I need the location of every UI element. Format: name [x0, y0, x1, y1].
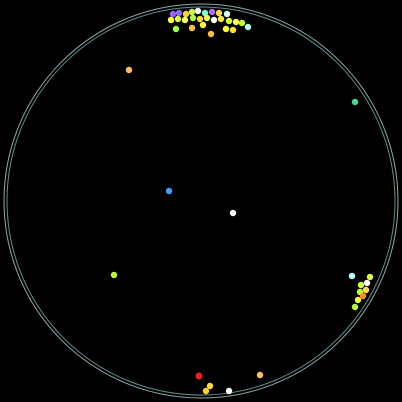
- cell: [202, 387, 210, 395]
- cell: [188, 24, 196, 32]
- cell: [256, 371, 264, 379]
- top-cluster: [167, 7, 252, 38]
- cell: [165, 187, 173, 195]
- cell: [125, 66, 133, 74]
- cell: [182, 10, 190, 18]
- cell: [244, 23, 252, 31]
- cell: [169, 10, 177, 18]
- player-cell: [229, 209, 237, 217]
- cell: [206, 382, 214, 390]
- cell: [229, 26, 237, 34]
- arena-inner-ring: [6, 6, 396, 396]
- cell: [167, 16, 175, 24]
- cell: [196, 15, 204, 23]
- cell: [359, 292, 367, 300]
- cell: [351, 303, 359, 311]
- cell: [354, 296, 362, 304]
- cell: [225, 17, 233, 25]
- cell: [348, 272, 356, 280]
- cell: [215, 9, 223, 17]
- cell: [110, 271, 118, 279]
- cell: [195, 372, 203, 380]
- cell: [175, 9, 183, 17]
- cell: [199, 21, 207, 29]
- cell: [172, 25, 180, 33]
- cell: [189, 14, 197, 22]
- cell: [351, 98, 359, 106]
- cell: [201, 9, 209, 17]
- cell: [223, 10, 231, 18]
- arena-outer-ring: [3, 3, 399, 399]
- right-cluster: [348, 272, 374, 311]
- cell: [174, 15, 182, 23]
- cell: [207, 30, 215, 38]
- cell: [188, 8, 196, 16]
- cell: [363, 279, 371, 287]
- cell: [238, 19, 246, 27]
- cell: [222, 25, 230, 33]
- cell: [357, 281, 365, 289]
- cell: [217, 15, 225, 23]
- scattered-cells: [110, 66, 359, 395]
- cell: [362, 286, 370, 294]
- cell: [366, 273, 374, 281]
- cell: [203, 14, 211, 22]
- cell: [232, 18, 240, 26]
- cell: [181, 16, 189, 24]
- cell: [208, 8, 216, 16]
- cell: [210, 16, 218, 24]
- cell: [225, 387, 233, 395]
- cell: [194, 7, 202, 15]
